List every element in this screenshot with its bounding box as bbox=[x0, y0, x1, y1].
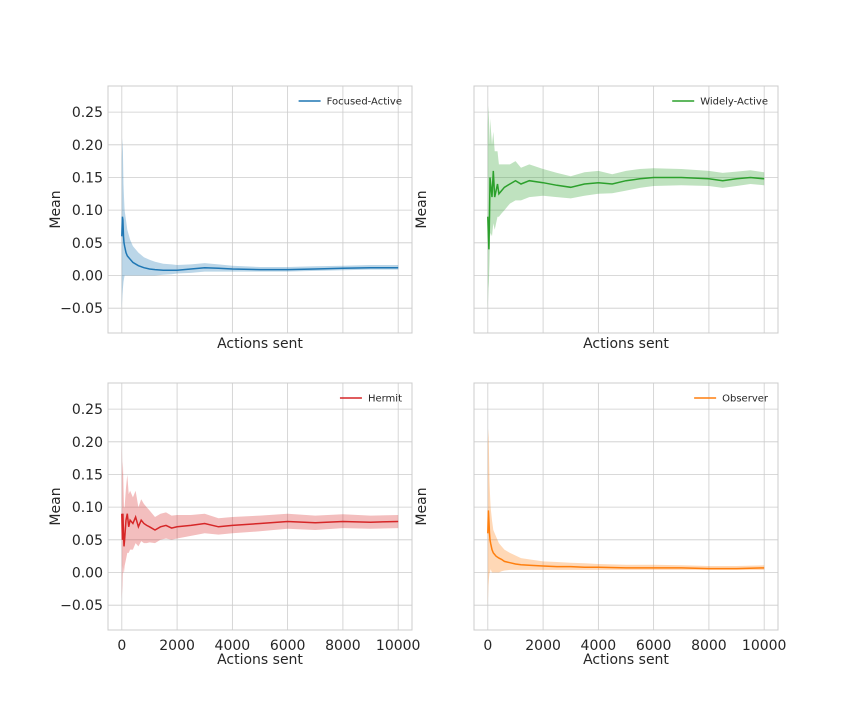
legend-label: Observer bbox=[722, 394, 769, 405]
y-axis-label: Mean bbox=[414, 190, 430, 228]
y-tick-label: 0.15 bbox=[72, 170, 103, 186]
x-tick-label: 0 bbox=[483, 638, 492, 654]
confidence-band bbox=[487, 428, 765, 606]
y-tick-label: 0.20 bbox=[72, 435, 103, 451]
x-axis-label: Actions sent bbox=[583, 652, 669, 668]
x-tick-label: 2000 bbox=[525, 638, 561, 654]
legend-label: Widely-Active bbox=[700, 97, 768, 108]
x-tick-label: 8000 bbox=[691, 638, 727, 654]
y-tick-label: −0.05 bbox=[60, 598, 103, 614]
series-line bbox=[487, 510, 765, 570]
y-axis-label: Mean bbox=[48, 190, 64, 228]
legend-label: Focused-Active bbox=[327, 97, 402, 108]
x-tick-label: 4000 bbox=[215, 638, 251, 654]
y-tick-label: −0.05 bbox=[60, 301, 103, 317]
subplot-top-right: Widely-Active Actions sent Mean bbox=[414, 85, 779, 352]
x-axis-label: Actions sent bbox=[217, 652, 303, 668]
subplot-top-left: Focused-Active −0.05 0.00 0.05 0.10 0.15 0.20 0… bbox=[48, 85, 413, 352]
y-axis-label: Mean bbox=[414, 487, 430, 525]
x-tick-label: 4000 bbox=[581, 638, 617, 654]
confidence-band bbox=[487, 105, 765, 309]
plot-frame bbox=[473, 382, 779, 631]
y-tick-label: 0.05 bbox=[72, 533, 103, 549]
series-line bbox=[121, 216, 399, 272]
y-tick-label: 0.20 bbox=[72, 138, 103, 154]
plot-frame bbox=[107, 382, 413, 631]
y-axis-label: Mean bbox=[48, 487, 64, 525]
series-line bbox=[121, 513, 399, 547]
y-tick-label: 0.10 bbox=[72, 203, 103, 219]
series-line bbox=[487, 170, 765, 250]
y-tick-label: 0.00 bbox=[72, 268, 103, 284]
subplot-bottom-right: Observer 0 2000 4000 6000 8000 10000 Actions se… bbox=[414, 382, 787, 668]
y-tick-label: 0.15 bbox=[72, 467, 103, 483]
x-axis-label: Actions sent bbox=[217, 336, 303, 352]
y-tick-label: 0.00 bbox=[72, 565, 103, 581]
x-tick-label: 6000 bbox=[270, 638, 306, 654]
y-tick-label: 0.25 bbox=[72, 402, 103, 418]
y-tick-label: 0.10 bbox=[72, 500, 103, 516]
x-axis-label: Actions sent bbox=[583, 336, 669, 352]
x-tick-label: 0 bbox=[117, 638, 126, 654]
legend-label: Hermit bbox=[368, 394, 402, 405]
confidence-band bbox=[121, 138, 399, 309]
x-tick-label: 10000 bbox=[742, 638, 787, 654]
x-tick-label: 8000 bbox=[325, 638, 361, 654]
x-tick-label: 6000 bbox=[636, 638, 672, 654]
plot-frame bbox=[473, 85, 779, 334]
y-tick-label: 0.05 bbox=[72, 236, 103, 252]
plot-frame bbox=[107, 85, 413, 334]
x-tick-label: 10000 bbox=[376, 638, 421, 654]
y-tick-label: 0.25 bbox=[72, 105, 103, 121]
x-tick-label: 2000 bbox=[159, 638, 195, 654]
subplot-bottom-left: Hermit −0.05 0.00 0.05 0.10 0.15 0.20 0.25 0 2000… bbox=[48, 382, 421, 668]
confidence-band bbox=[121, 441, 399, 599]
